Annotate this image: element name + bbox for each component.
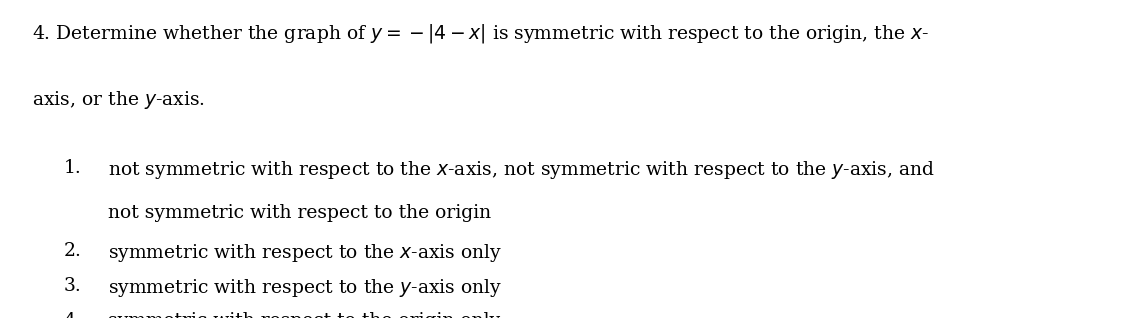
Text: 1.: 1.: [63, 159, 82, 177]
Text: not symmetric with respect to the $x$-axis, not symmetric with respect to the $y: not symmetric with respect to the $x$-ax…: [108, 159, 935, 181]
Text: symmetric with respect to the origin only: symmetric with respect to the origin onl…: [108, 312, 499, 318]
Text: symmetric with respect to the $x$-axis only: symmetric with respect to the $x$-axis o…: [108, 242, 501, 264]
Text: 3.: 3.: [63, 277, 82, 295]
Text: 4.: 4.: [63, 312, 82, 318]
Text: 2.: 2.: [63, 242, 82, 260]
Text: not symmetric with respect to the origin: not symmetric with respect to the origin: [108, 204, 490, 222]
Text: axis, or the $y$-axis.: axis, or the $y$-axis.: [32, 89, 205, 111]
Text: symmetric with respect to the $y$-axis only: symmetric with respect to the $y$-axis o…: [108, 277, 501, 299]
Text: 4. Determine whether the graph of $y = -|4 - x|$ is symmetric with respect to th: 4. Determine whether the graph of $y = -…: [32, 22, 928, 45]
